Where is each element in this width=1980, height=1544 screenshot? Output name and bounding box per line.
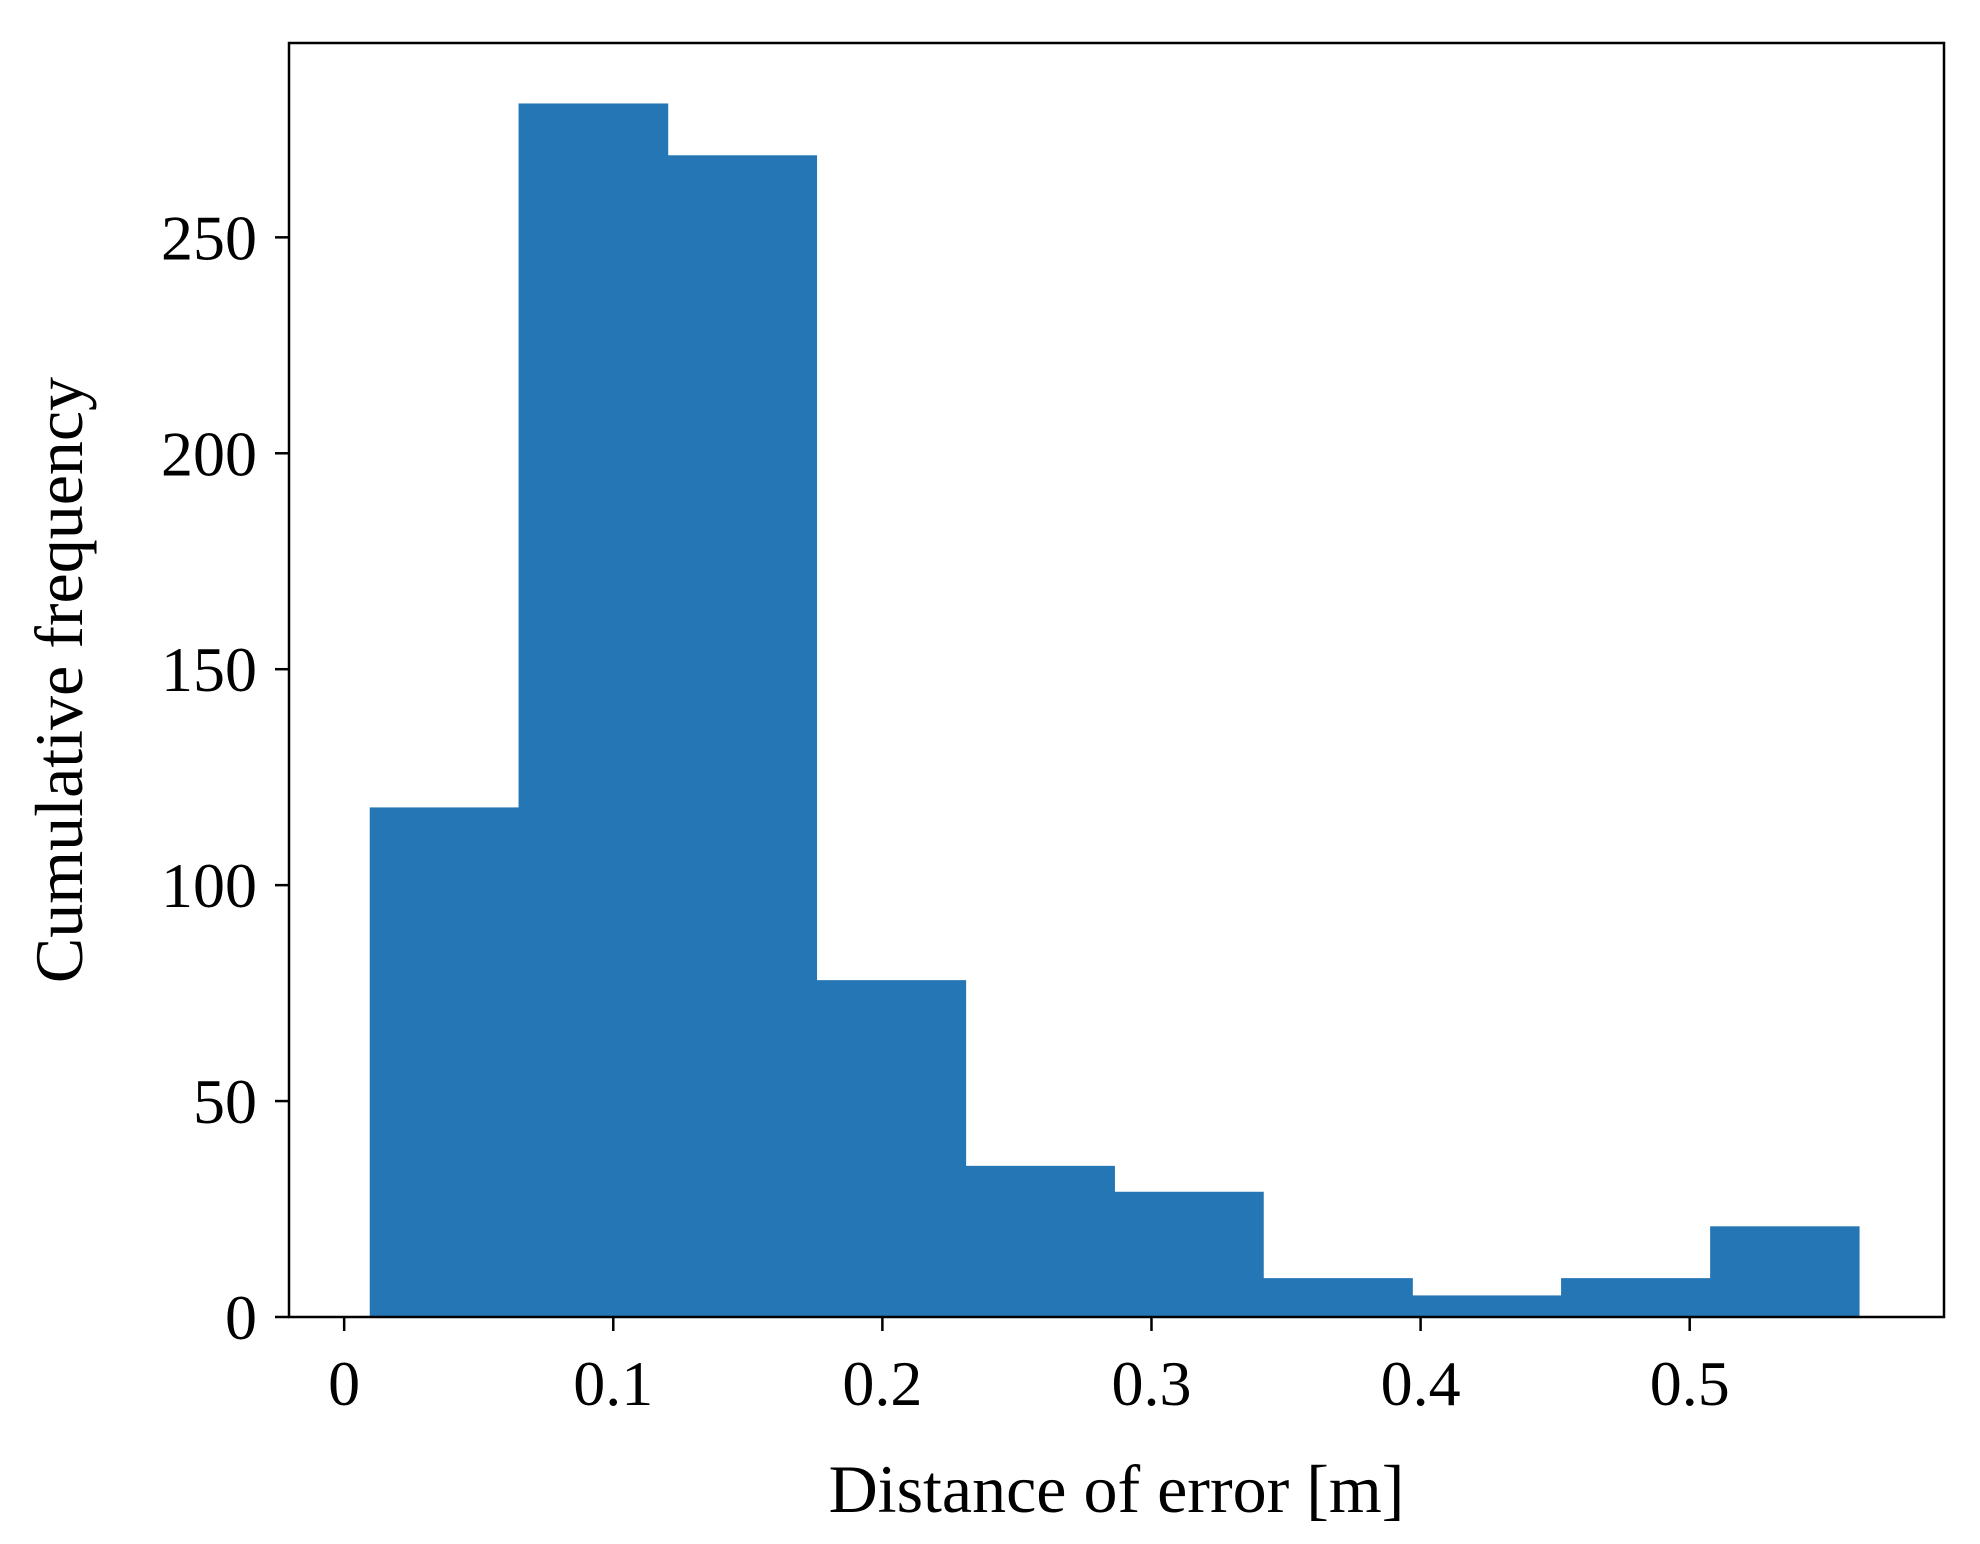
histogram-bar-10	[1710, 1226, 1860, 1317]
y-tick-label-3: 150	[161, 634, 257, 705]
histogram-bar-9	[1561, 1278, 1711, 1317]
x-tick-label-2: 0.2	[842, 1348, 922, 1419]
histogram-bar-5	[965, 1165, 1115, 1317]
y-tick-label-5: 250	[161, 202, 257, 273]
histogram-bar-8	[1412, 1295, 1562, 1317]
histogram-bar-4	[816, 980, 967, 1317]
y-tick-label-0: 0	[225, 1282, 257, 1353]
histogram-bar-6	[1114, 1191, 1264, 1317]
y-tick-label-1: 50	[193, 1066, 257, 1137]
x-tick-label-3: 0.3	[1111, 1348, 1191, 1419]
histogram-bars	[369, 103, 1860, 1317]
histogram-bar-1	[369, 807, 520, 1317]
x-tick-label-4: 0.4	[1381, 1348, 1461, 1419]
x-tick-label-0: 0	[328, 1348, 360, 1419]
histogram-bar-7	[1263, 1278, 1413, 1317]
x-axis-label: Distance of error [m]	[829, 1451, 1405, 1527]
y-tick-label-4: 200	[161, 418, 257, 489]
x-tick-label-5: 0.5	[1650, 1348, 1730, 1419]
x-tick-label-1: 0.1	[573, 1348, 653, 1419]
histogram-bar-2	[518, 103, 669, 1317]
histogram-bar-3	[667, 155, 818, 1317]
y-axis: 0 50 100 150 200 250	[161, 202, 289, 1353]
x-axis: 0 0.1 0.2 0.3 0.4 0.5	[328, 1317, 1730, 1419]
y-axis-label: Cumulative frequency	[21, 377, 97, 983]
y-tick-label-2: 100	[161, 850, 257, 921]
plot-area-frame	[287, 41, 1946, 1319]
